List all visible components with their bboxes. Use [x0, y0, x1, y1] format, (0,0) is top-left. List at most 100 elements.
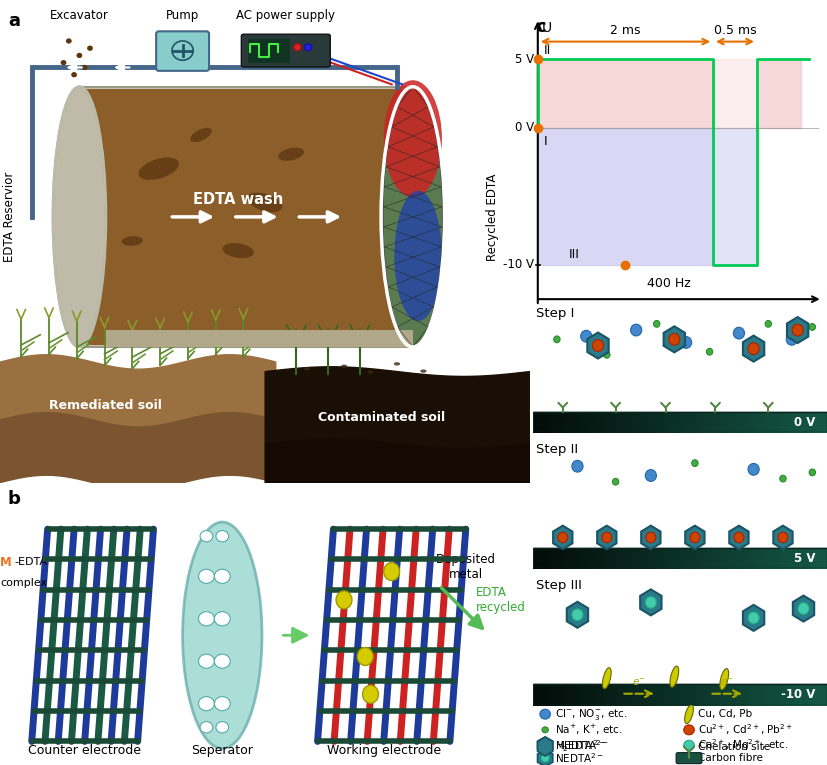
Ellipse shape — [357, 647, 373, 666]
Text: AC power supply: AC power supply — [237, 8, 335, 21]
Circle shape — [734, 327, 744, 339]
Circle shape — [653, 321, 660, 327]
Text: M: M — [0, 555, 12, 568]
Text: Na$^{+}$, K$^{+}$, etc.: Na$^{+}$, K$^{+}$, etc. — [555, 723, 622, 737]
Text: AACE filter: AACE filter — [344, 331, 408, 344]
Ellipse shape — [53, 86, 106, 347]
Text: MEDTA$^{2-}$: MEDTA$^{2-}$ — [555, 738, 605, 752]
Bar — [79, 90, 413, 344]
Polygon shape — [773, 526, 792, 549]
Polygon shape — [538, 737, 552, 754]
Polygon shape — [670, 666, 679, 687]
Polygon shape — [743, 605, 764, 631]
FancyArrowPatch shape — [442, 588, 482, 628]
Text: II: II — [544, 44, 551, 57]
FancyArrowPatch shape — [284, 628, 306, 642]
Circle shape — [198, 654, 214, 669]
Circle shape — [786, 334, 797, 345]
Polygon shape — [787, 317, 808, 343]
Circle shape — [542, 727, 548, 733]
Bar — [533, 549, 827, 568]
Text: t: t — [825, 292, 827, 306]
Circle shape — [809, 324, 815, 330]
Circle shape — [581, 330, 592, 342]
Text: 400 Hz: 400 Hz — [648, 277, 691, 290]
Circle shape — [645, 597, 657, 608]
Circle shape — [809, 469, 815, 476]
Ellipse shape — [362, 685, 379, 703]
Circle shape — [82, 65, 88, 70]
Text: Cl$^{-}$, NO$_3^{-}$, etc.: Cl$^{-}$, NO$_3^{-}$, etc. — [555, 707, 627, 721]
Polygon shape — [663, 327, 685, 353]
Ellipse shape — [190, 128, 212, 142]
Circle shape — [198, 612, 214, 626]
Circle shape — [87, 46, 93, 50]
Circle shape — [792, 324, 803, 336]
Ellipse shape — [304, 367, 310, 370]
Circle shape — [71, 72, 77, 77]
Circle shape — [214, 612, 230, 626]
Circle shape — [748, 612, 759, 623]
Text: Working electrode: Working electrode — [327, 744, 441, 757]
Polygon shape — [641, 526, 661, 549]
Text: EDTA
recycled: EDTA recycled — [476, 586, 526, 614]
Ellipse shape — [341, 365, 347, 368]
Ellipse shape — [384, 80, 442, 197]
Circle shape — [572, 609, 583, 620]
Circle shape — [216, 531, 228, 542]
Circle shape — [304, 44, 312, 50]
Text: 0.5 ms: 0.5 ms — [714, 24, 757, 37]
Circle shape — [706, 348, 713, 355]
Circle shape — [198, 569, 214, 584]
Circle shape — [631, 324, 642, 336]
Text: Chelation site: Chelation site — [699, 741, 771, 751]
Circle shape — [691, 460, 698, 467]
Text: 5 V: 5 V — [515, 53, 534, 66]
Text: Carbon fibre: Carbon fibre — [699, 753, 763, 763]
Circle shape — [216, 721, 228, 733]
Polygon shape — [553, 526, 572, 549]
Text: Pump: Pump — [166, 8, 199, 21]
Text: III: III — [568, 248, 580, 261]
Polygon shape — [719, 669, 729, 690]
Polygon shape — [640, 589, 662, 615]
Circle shape — [592, 340, 604, 351]
Ellipse shape — [222, 243, 254, 258]
FancyBboxPatch shape — [241, 34, 330, 67]
Text: 5 V: 5 V — [794, 552, 815, 565]
Bar — [533, 685, 827, 705]
Circle shape — [684, 741, 695, 750]
Text: Cu, Cd, Pb: Cu, Cd, Pb — [699, 709, 753, 719]
Text: I: I — [544, 135, 547, 148]
Text: Seperator: Seperator — [191, 744, 253, 757]
Bar — [533, 412, 827, 432]
Circle shape — [214, 697, 230, 711]
Circle shape — [734, 532, 744, 542]
Ellipse shape — [336, 591, 352, 609]
Circle shape — [541, 754, 549, 762]
Polygon shape — [602, 668, 611, 688]
Polygon shape — [597, 526, 616, 549]
Circle shape — [748, 343, 759, 354]
Text: $e^{-}$: $e^{-}$ — [632, 676, 646, 688]
Text: EDTA wash: EDTA wash — [193, 192, 284, 207]
Circle shape — [690, 532, 700, 542]
Circle shape — [198, 697, 214, 711]
Circle shape — [645, 470, 657, 481]
Circle shape — [572, 461, 583, 472]
Circle shape — [602, 532, 612, 542]
Circle shape — [646, 532, 656, 542]
Text: U: U — [543, 21, 552, 35]
Text: H$_2$EDTA$^{2-}$: H$_2$EDTA$^{2-}$ — [555, 739, 609, 754]
Circle shape — [765, 321, 772, 327]
Text: Excavator: Excavator — [50, 8, 109, 21]
Polygon shape — [729, 526, 748, 549]
Bar — [248, 38, 290, 63]
Text: Step II: Step II — [537, 443, 578, 456]
Text: Step III: Step III — [537, 579, 582, 592]
Ellipse shape — [384, 562, 399, 581]
Text: NEDTA$^{2-}$: NEDTA$^{2-}$ — [555, 751, 604, 765]
Circle shape — [798, 603, 809, 614]
Text: 2 ms: 2 ms — [610, 24, 641, 37]
Circle shape — [294, 44, 301, 50]
